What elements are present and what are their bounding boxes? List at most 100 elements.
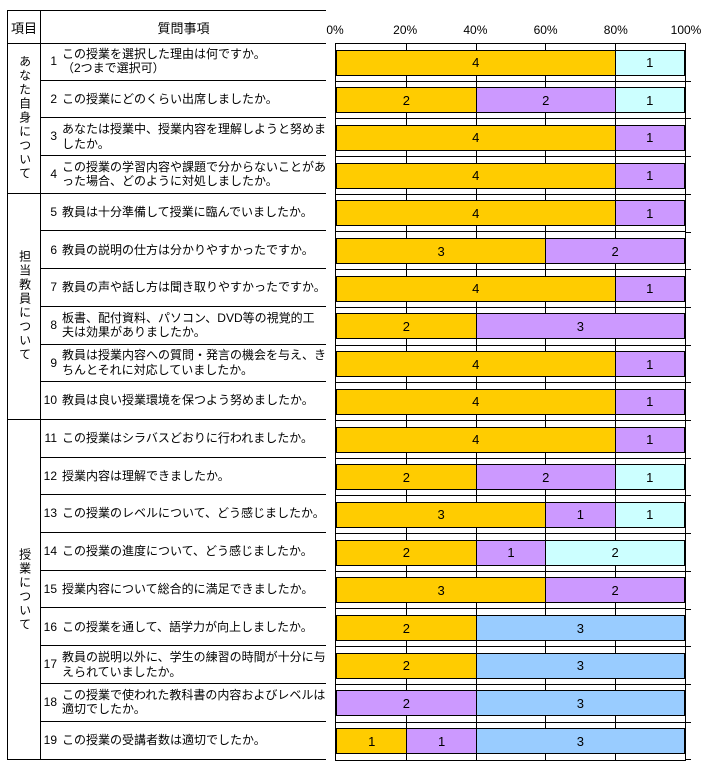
bar-segment-gold: 2 xyxy=(337,616,476,640)
bar-value-label: 1 xyxy=(646,469,654,485)
question-number: 6 xyxy=(50,242,57,257)
category-axis-tick xyxy=(685,118,691,120)
bar-value-label: 4 xyxy=(472,55,480,70)
question-text: 教員は十分準備して授業に臨んでいましたか。 xyxy=(62,204,313,219)
question-row: 7 教員の声や話し方は聞き取りやすかったですか。 xyxy=(41,269,326,307)
bar-segment-purple: 1 xyxy=(614,125,684,150)
category-axis-tick xyxy=(685,533,691,535)
bar-value-label: 1 xyxy=(646,168,654,184)
bar-value-label: 2 xyxy=(402,92,411,108)
bar-segment-gold: 1 xyxy=(337,729,407,754)
question-text: この授業のレベルについて、どう感じましたか。 xyxy=(62,506,325,521)
category-axis-tick xyxy=(685,683,691,685)
bar-segment-cyan: 1 xyxy=(614,502,684,527)
category-axis-tick xyxy=(685,382,691,384)
bar-value-label: 2 xyxy=(402,695,411,711)
bar-segment-purple: 1 xyxy=(614,352,684,377)
chart-row: 1 1 3 xyxy=(336,723,685,761)
category-axis-tick xyxy=(685,457,691,459)
category-cell: 担当教員について xyxy=(8,194,40,420)
bar-value-label: 1 xyxy=(576,507,584,523)
category-axis-tick xyxy=(685,420,691,421)
bar-value-label: 2 xyxy=(611,545,619,561)
stacked-bar: 2 1 2 xyxy=(336,539,685,566)
question-row: 16 この授業を通して、語学力が向上しましたか。 xyxy=(41,609,326,647)
table-top-border xyxy=(7,10,326,11)
question-row: 5 教員は十分準備して授業に臨んでいましたか。 xyxy=(41,194,326,232)
bar-value-label: 2 xyxy=(402,620,411,636)
bar-segment-gold: 2 xyxy=(337,540,476,565)
category-axis-tick xyxy=(685,495,691,497)
bar-segment-gold: 2 xyxy=(337,653,476,678)
category-axis-tick xyxy=(685,759,691,761)
bar-value-label: 1 xyxy=(646,432,654,447)
bar-value-label: 3 xyxy=(576,620,584,636)
bar-segment-cyan: 2 xyxy=(545,540,684,565)
x-axis-tick-label: 40% xyxy=(463,23,488,37)
question-text: 教員の声や話し方は聞き取りやすかったですか。 xyxy=(62,280,326,295)
table-column-divider xyxy=(40,10,41,760)
question-number: 16 xyxy=(43,619,57,634)
question-text: 授業内容について総合的に満足できましたか。 xyxy=(62,581,314,596)
question-number: 7 xyxy=(50,280,57,295)
question-text: この授業で使われた教科書の内容およびレベルは適切でしたか。 xyxy=(62,687,326,717)
question-row: 9 教員は授業内容への質問・発言の機会を与え、きちんとそれに対応していましたか。 xyxy=(41,345,326,383)
question-row: 13 この授業のレベルについて、どう感じましたか。 xyxy=(41,495,326,534)
bar-segment-blue: 3 xyxy=(475,653,684,678)
stacked-bar: 2 2 1 xyxy=(336,464,685,491)
category-label: 授業について xyxy=(17,547,32,632)
bar-value-label: 3 xyxy=(576,318,584,334)
bar-value-label: 2 xyxy=(402,658,411,674)
category-axis-tick xyxy=(685,156,691,158)
bar-segment-gold: 3 xyxy=(337,239,546,263)
bar-segment-gold: 4 xyxy=(337,125,615,150)
bar-value-label: 2 xyxy=(402,545,411,561)
question-text: この授業にどのくらい出席しましたか。 xyxy=(62,91,278,106)
stacked-bar: 2 2 1 xyxy=(336,87,685,114)
bar-value-label: 1 xyxy=(646,507,654,523)
question-number: 9 xyxy=(50,355,57,370)
table-bottom-border xyxy=(7,759,326,760)
bar-value-label: 3 xyxy=(437,243,445,259)
question-text: この授業の受講者数は適切でしたか。 xyxy=(62,733,266,748)
question-number: 12 xyxy=(43,468,57,483)
question-number: 8 xyxy=(50,317,57,332)
bar-segment-gold: 4 xyxy=(337,276,615,301)
question-text: この授業の進度について、どう感じましたか。 xyxy=(62,544,313,559)
bar-segment-purple: 2 xyxy=(337,691,476,716)
bar-segment-purple: 1 xyxy=(614,201,684,226)
bar-segment-gold: 2 xyxy=(337,314,476,339)
question-text: 教員の説明の仕方は分かりやすかったですか。 xyxy=(62,242,314,257)
x-axis-tick-label: 20% xyxy=(393,23,418,37)
question-text: 板書、配付資料、パソコン、DVD等の視覚的工夫は効果がありましたか。 xyxy=(62,310,315,340)
stacked-bar: 3 1 1 xyxy=(336,501,685,528)
bar-segment-purple: 2 xyxy=(545,578,684,603)
question-row: 18 この授業で使われた教科書の内容およびレベルは適切でしたか。 xyxy=(41,684,326,722)
category-cell: あなた自身について xyxy=(8,43,40,194)
table-left-border xyxy=(7,10,8,760)
question-number: 13 xyxy=(43,506,57,521)
category-axis-tick xyxy=(685,570,691,572)
question-text: 授業内容は理解できましたか。 xyxy=(62,468,230,483)
bar-segment-cyan: 1 xyxy=(614,88,684,113)
question-row: 11 この授業はシラバスどおりに行われましたか。 xyxy=(41,420,326,458)
question-row: 15 授業内容について総合的に満足できましたか。 xyxy=(41,571,326,609)
bar-segment-blue: 3 xyxy=(475,616,684,640)
bar-value-label: 1 xyxy=(507,545,515,561)
bar-segment-gold: 3 xyxy=(337,578,546,603)
question-number: 1 xyxy=(50,54,57,69)
bar-segment-gold: 4 xyxy=(337,427,615,452)
x-axis-tick-label: 100% xyxy=(670,23,702,37)
